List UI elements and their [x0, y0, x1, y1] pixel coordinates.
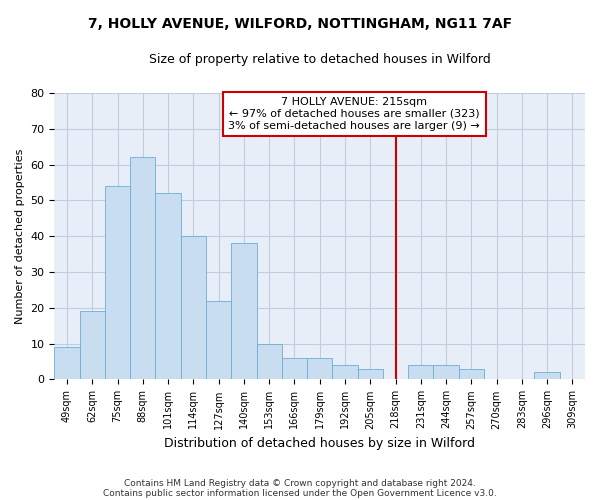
- Text: 7, HOLLY AVENUE, WILFORD, NOTTINGHAM, NG11 7AF: 7, HOLLY AVENUE, WILFORD, NOTTINGHAM, NG…: [88, 18, 512, 32]
- Bar: [206, 300, 231, 380]
- Y-axis label: Number of detached properties: Number of detached properties: [15, 148, 25, 324]
- Bar: [130, 158, 155, 380]
- Bar: [257, 344, 282, 380]
- Text: 7 HOLLY AVENUE: 215sqm
← 97% of detached houses are smaller (323)
3% of semi-det: 7 HOLLY AVENUE: 215sqm ← 97% of detached…: [229, 98, 480, 130]
- Bar: [282, 358, 307, 380]
- Bar: [307, 358, 332, 380]
- Bar: [155, 194, 181, 380]
- Title: Size of property relative to detached houses in Wilford: Size of property relative to detached ho…: [149, 52, 491, 66]
- X-axis label: Distribution of detached houses by size in Wilford: Distribution of detached houses by size …: [164, 437, 475, 450]
- Bar: [181, 236, 206, 380]
- Bar: [231, 244, 257, 380]
- Bar: [408, 365, 433, 380]
- Bar: [458, 368, 484, 380]
- Bar: [358, 368, 383, 380]
- Bar: [105, 186, 130, 380]
- Text: Contains HM Land Registry data © Crown copyright and database right 2024.: Contains HM Land Registry data © Crown c…: [124, 478, 476, 488]
- Text: Contains public sector information licensed under the Open Government Licence v3: Contains public sector information licen…: [103, 488, 497, 498]
- Bar: [433, 365, 458, 380]
- Bar: [332, 365, 358, 380]
- Bar: [535, 372, 560, 380]
- Bar: [55, 347, 80, 380]
- Bar: [80, 312, 105, 380]
